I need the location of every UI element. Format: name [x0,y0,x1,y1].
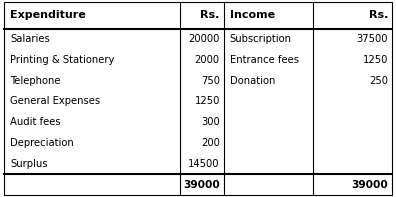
Text: 1250: 1250 [194,97,220,106]
Text: Entrance fees: Entrance fees [230,55,299,65]
Text: Audit fees: Audit fees [10,117,61,127]
Text: Surplus: Surplus [10,159,48,169]
Text: Salaries: Salaries [10,34,50,44]
Text: Printing & Stationery: Printing & Stationery [10,55,114,65]
Text: 14500: 14500 [188,159,220,169]
Text: Rs.: Rs. [200,10,220,20]
Text: Telephone: Telephone [10,76,61,86]
Text: General Expenses: General Expenses [10,97,100,106]
Text: Expenditure: Expenditure [10,10,86,20]
Text: 39000: 39000 [183,180,220,190]
Text: 200: 200 [201,138,220,148]
Text: 39000: 39000 [351,180,388,190]
Text: 250: 250 [369,76,388,86]
Text: 1250: 1250 [363,55,388,65]
Text: 750: 750 [201,76,220,86]
Text: Income: Income [230,10,275,20]
Text: Subscription: Subscription [230,34,292,44]
Text: 20000: 20000 [188,34,220,44]
Text: 300: 300 [201,117,220,127]
Text: 37500: 37500 [356,34,388,44]
Text: Rs.: Rs. [369,10,388,20]
Text: 2000: 2000 [195,55,220,65]
Text: Depreciation: Depreciation [10,138,74,148]
Text: Donation: Donation [230,76,275,86]
